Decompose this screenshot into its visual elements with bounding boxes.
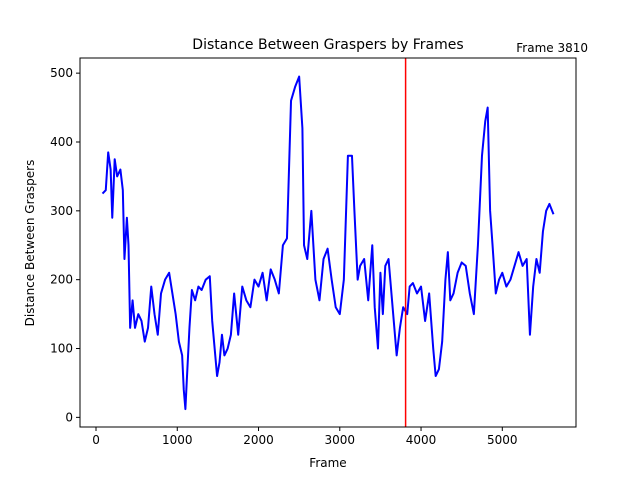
x-tick-label: 2000 <box>243 433 274 447</box>
y-tick-label: 300 <box>50 204 73 218</box>
x-tick-label: 3000 <box>325 433 356 447</box>
data-line <box>101 75 555 411</box>
x-axis-label: Frame <box>309 456 346 470</box>
plot-frame <box>79 57 577 428</box>
x-tick-label: 0 <box>92 433 100 447</box>
x-tick-label: 5000 <box>487 433 518 447</box>
x-tick-label: 1000 <box>162 433 193 447</box>
annotation: Frame 3810 <box>516 41 588 55</box>
y-axis-label: Distance Between Graspers <box>23 160 37 327</box>
y-tick-label: 400 <box>50 135 73 149</box>
y-tick-label: 500 <box>50 66 73 80</box>
x-tick-label: 4000 <box>406 433 437 447</box>
y-tick-label: 100 <box>50 342 73 356</box>
y-tick-label: 200 <box>50 273 73 287</box>
y-tick-label: 0 <box>65 410 73 424</box>
chart-title: Distance Between Graspers by Frames <box>192 37 463 53</box>
